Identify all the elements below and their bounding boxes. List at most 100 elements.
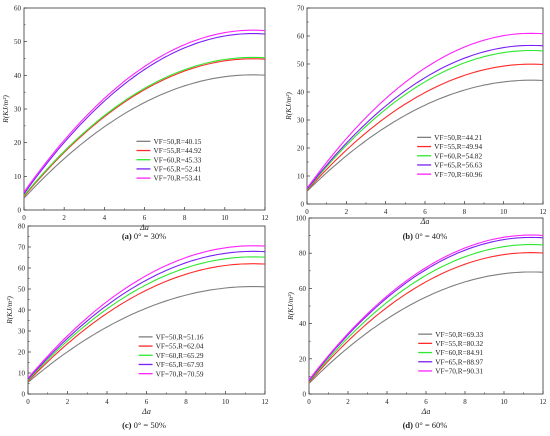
x-tick-label: 0 [305, 208, 309, 216]
y-tick-label: 0 [301, 201, 305, 209]
x-tick-label: 2 [66, 398, 70, 406]
x-tick-label: 4 [384, 208, 388, 216]
y-tick-label: 10 [18, 370, 26, 378]
y-tick-label: 30 [18, 328, 26, 336]
y-tick-label: 20 [14, 139, 22, 147]
x-tick-label: 6 [143, 214, 147, 222]
series-line-1 [308, 271, 544, 384]
panel-caption: (b) 0° = 40% [403, 231, 448, 241]
x-tick-label: 12 [262, 214, 270, 222]
y-tick-label: 100 [296, 215, 307, 223]
y-tick-label: 40 [14, 72, 22, 80]
x-tick-label: 0 [22, 214, 26, 222]
x-tick-label: 6 [423, 208, 427, 216]
caption-text: 0° = 60% [413, 420, 447, 430]
legend-label: VF=65,R=56.63 [434, 161, 482, 170]
y-tick-label: 10 [14, 173, 22, 181]
x-tick-label: 2 [62, 214, 66, 222]
legend-label: VF=65,R=88.97 [435, 357, 483, 366]
plot-frame [23, 7, 266, 211]
legend-label: VF=70,R=90.31 [435, 367, 483, 376]
y-tick-label: 60 [299, 285, 307, 293]
chart-panel-4: 0 2 4 6 8 10 12 0 20 40 60 80 100 Δa R(KJ/m²) VF=50,R=6… [286, 215, 547, 431]
x-tick-label: 0 [26, 398, 30, 406]
x-tick-label: 0 [307, 398, 311, 406]
y-tick-label: 50 [14, 38, 22, 46]
x-tick-label: 12 [540, 208, 548, 216]
plot-frame [308, 217, 544, 395]
series-line-3 [27, 256, 266, 381]
legend-label: VF=50,R=51.16 [156, 332, 204, 341]
series-line-1 [306, 79, 544, 192]
x-tick-label: 8 [183, 214, 187, 222]
y-tick-label: 20 [299, 355, 307, 363]
legend-label: VF=60,R=45.33 [153, 155, 201, 164]
series-line-3 [306, 49, 544, 191]
series-line-3 [23, 56, 266, 196]
chart-panel-3: 0 2 4 6 8 10 12 0 10 20 30 40 50 60 70 80 Δa R(KJ/m²) VF=5… [5, 223, 269, 431]
chart-panel-1: 0 2 4 6 8 10 12 0 10 20 30 40 50 60 Δa R(KJ/m²) VF=50,R=… [1, 5, 269, 242]
y-tick-label: 40 [297, 89, 305, 97]
legend-label: VF=50,R=69.33 [435, 330, 483, 339]
x-axis-title: Δa [420, 217, 430, 226]
series-line-1 [23, 74, 266, 199]
series-line-5 [308, 234, 544, 381]
x-tick-label: 12 [262, 398, 270, 406]
y-tick-label: 40 [299, 320, 307, 328]
y-tick-label: 50 [297, 61, 305, 69]
legend-label: VF=55,R=80.32 [435, 339, 483, 348]
series-line-2 [308, 252, 544, 383]
y-tick-label: 60 [297, 33, 305, 41]
y-tick-label: 0 [22, 391, 26, 399]
series-line-5 [23, 29, 266, 193]
y-tick-label: 70 [297, 5, 305, 13]
y-axis-title: R(KJ/m²) [1, 95, 10, 124]
caption-text: 0° = 30% [132, 231, 166, 241]
caption-letter: (a) [122, 231, 132, 241]
x-axis-title: Δa [139, 223, 149, 232]
x-tick-label: 10 [501, 398, 509, 406]
y-tick-label: 60 [14, 5, 22, 13]
legend-label: VF=55,R=49.94 [434, 142, 482, 151]
caption-text: 0° = 50% [132, 420, 166, 430]
series-line-3 [308, 244, 544, 383]
y-tick-label: 80 [299, 250, 307, 258]
legend-label: VF=50,R=40.15 [153, 137, 201, 146]
series-line-2 [306, 63, 544, 191]
y-tick-label: 70 [18, 244, 26, 252]
y-tick-label: 40 [18, 307, 26, 315]
y-tick-label: 60 [18, 265, 26, 273]
legend-label: VF=55,R=62.04 [156, 342, 204, 351]
legend-label: VF=55,R=44.92 [153, 146, 201, 155]
x-axis-title: Δa [421, 407, 431, 416]
x-tick-label: 12 [540, 398, 548, 406]
chart-panel-2: 0 2 4 6 8 10 12 0 10 20 30 40 50 60 70 Δa R(KJ/m²) VF=50,… [284, 5, 547, 242]
panel-caption: (d) 0° = 60% [403, 420, 448, 430]
series-line-2 [23, 58, 266, 197]
panel-caption: (c) 0° = 50% [122, 420, 166, 430]
legend-label: VF=65,R=52.41 [153, 165, 201, 174]
series-line-2 [27, 263, 266, 382]
legend-label: VF=60,R=54.82 [434, 151, 482, 160]
x-tick-label: 10 [221, 214, 229, 222]
x-tick-label: 4 [385, 398, 389, 406]
legend-label: VF=50,R=44.21 [434, 133, 482, 142]
y-tick-label: 30 [14, 106, 22, 114]
x-tick-label: 6 [424, 398, 428, 406]
y-tick-label: 0 [18, 207, 22, 215]
series-line-1 [27, 286, 266, 383]
caption-letter: (c) [122, 420, 132, 430]
legend-label: VF=60,R=65.29 [156, 351, 204, 360]
y-tick-label: 20 [297, 145, 305, 153]
y-tick-label: 10 [297, 173, 305, 181]
series-line-5 [27, 245, 266, 379]
y-tick-label: 20 [18, 349, 26, 357]
y-tick-label: 30 [297, 117, 305, 125]
x-tick-label: 6 [145, 398, 149, 406]
legend-label: VF=70,R=53.41 [153, 174, 201, 183]
y-tick-label: 0 [303, 391, 307, 399]
caption-letter: (b) [403, 231, 414, 241]
x-tick-label: 2 [345, 208, 349, 216]
x-tick-label: 10 [222, 398, 230, 406]
